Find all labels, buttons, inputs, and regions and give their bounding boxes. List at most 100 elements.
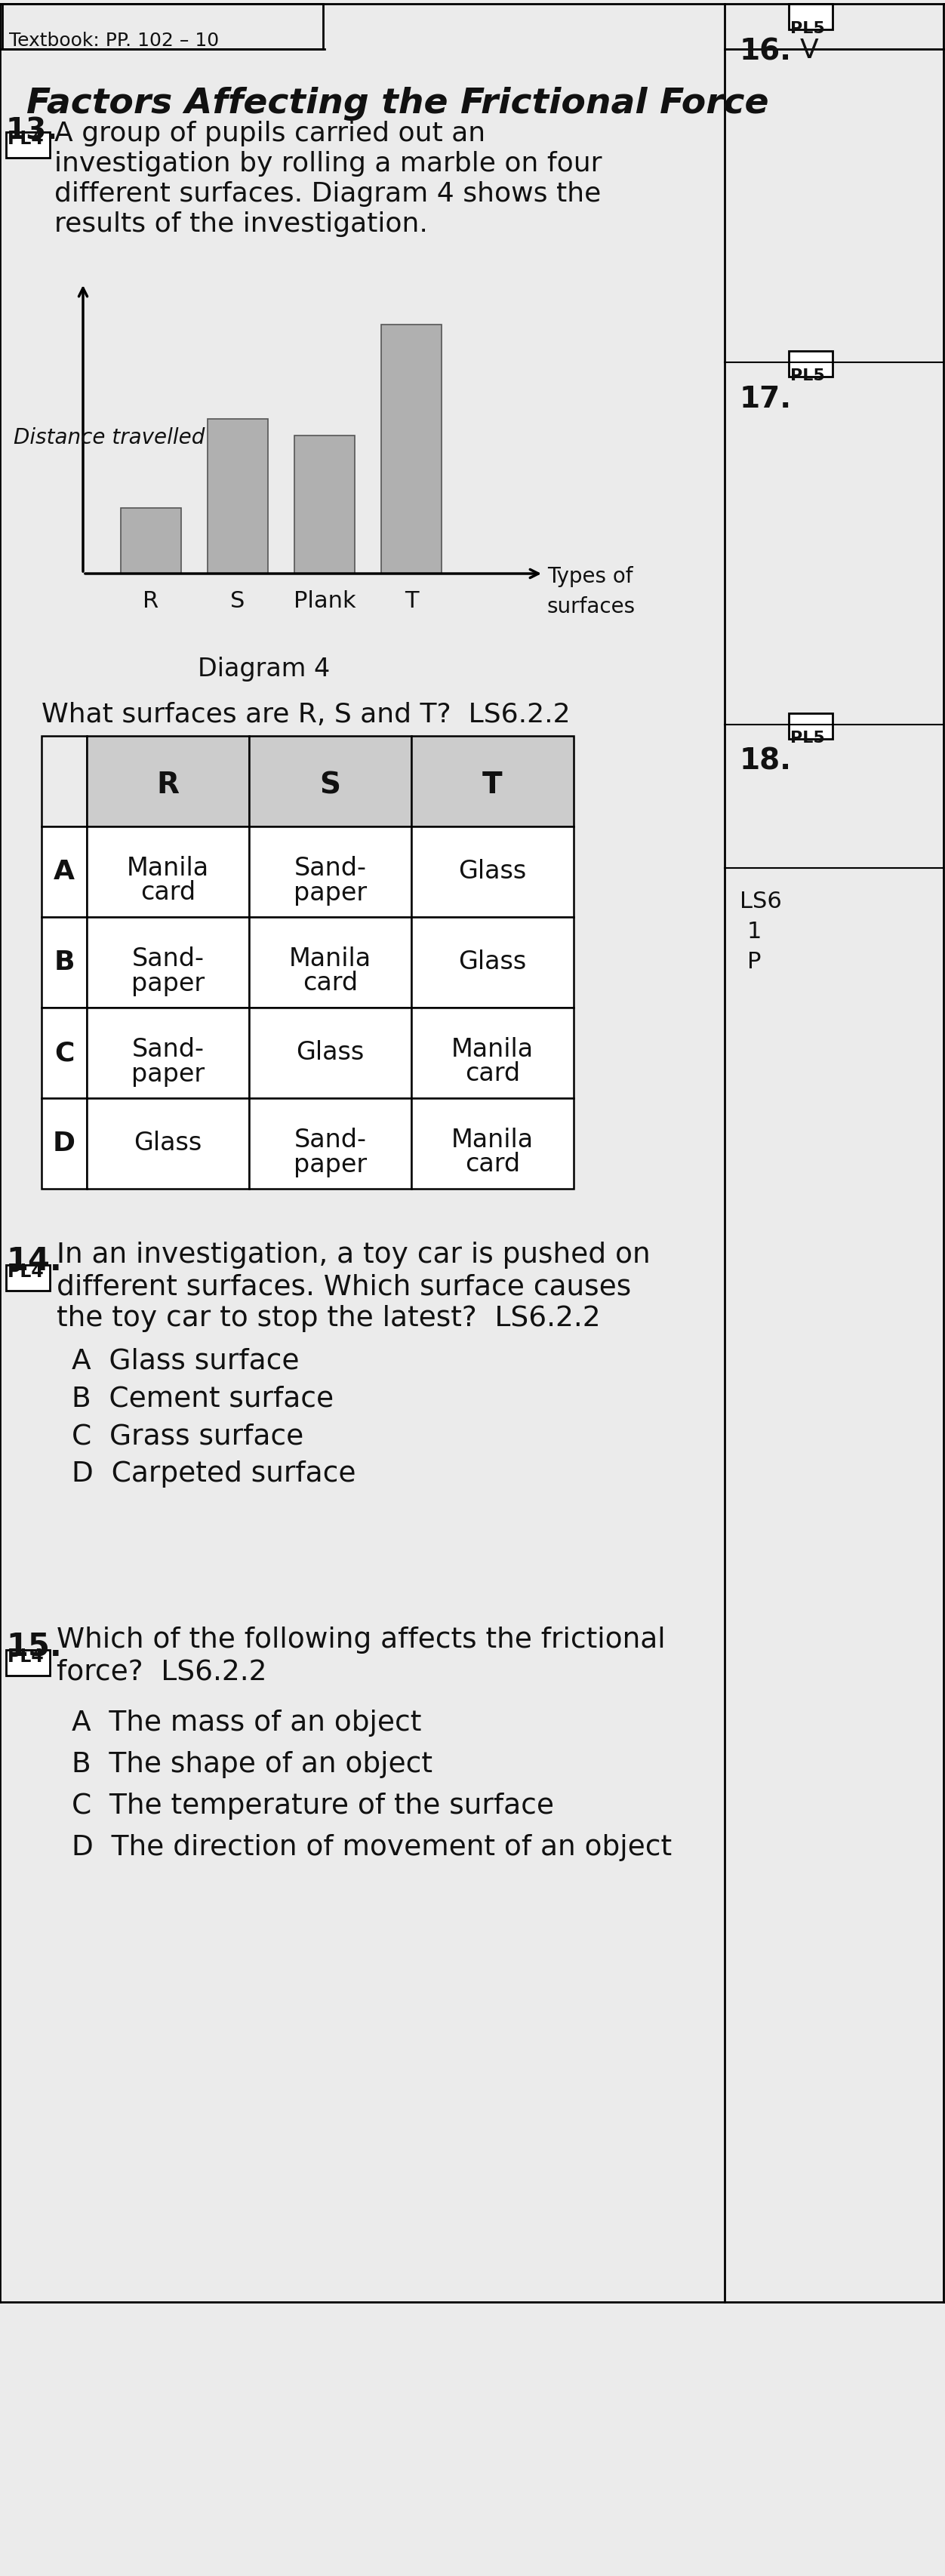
Text: B  The shape of an object: B The shape of an object [72,1752,433,1777]
Bar [42,737,87,827]
Bar [87,1007,249,1097]
Text: paper: paper [294,1151,367,1177]
Text: T: T [404,590,419,613]
Text: results of the investigation.: results of the investigation. [55,211,428,237]
Text: Textbook: PP. 102 – 10: Textbook: PP. 102 – 10 [9,31,219,49]
Text: LS6: LS6 [740,891,782,912]
Text: paper: paper [131,1061,205,1087]
Text: R: R [157,770,180,799]
Bar [87,917,249,1007]
Text: force?  LS6.2.2: force? LS6.2.2 [57,1659,266,1685]
Text: R: R [143,590,159,613]
Text: 15.: 15. [6,1631,61,1662]
Text: A: A [54,858,75,884]
Text: Manila: Manila [127,855,209,881]
Text: different surfaces. Which surface causes: different surfaces. Which surface causes [57,1273,631,1301]
Bar [411,1007,574,1097]
Bar [42,827,87,917]
Text: surfaces: surfaces [547,595,636,618]
Bar [6,131,50,157]
Text: Factors Affecting the Frictional Force: Factors Affecting the Frictional Force [26,88,768,121]
Text: D: D [53,1131,76,1157]
Text: Glass: Glass [296,1041,364,1066]
Text: B  Cement surface: B Cement surface [72,1386,334,1412]
Bar [789,714,833,739]
Text: Manila: Manila [289,945,371,971]
Bar [249,1007,411,1097]
Text: S: S [231,590,245,613]
Bar [208,420,268,574]
Text: Manila: Manila [452,1036,534,1061]
Text: D  The direction of movement of an object: D The direction of movement of an object [72,1834,672,1862]
Text: PL4: PL4 [8,1262,44,1280]
Text: Glass: Glass [134,1131,202,1157]
Text: card: card [302,971,358,997]
Bar [42,917,87,1007]
Text: What surfaces are R, S and T?  LS6.2.2: What surfaces are R, S and T? LS6.2.2 [42,701,571,726]
Text: B: B [54,951,75,976]
Bar [6,1265,50,1291]
Text: A  Glass surface: A Glass surface [72,1347,300,1376]
Bar [789,3,833,28]
Text: different surfaces. Diagram 4 shows the: different surfaces. Diagram 4 shows the [55,180,601,206]
Bar [249,1097,411,1188]
Text: V: V [800,39,818,64]
Bar [411,1097,574,1188]
Text: A  The mass of an object: A The mass of an object [72,1710,421,1736]
Bar [249,737,411,827]
Text: 17.: 17. [740,384,792,415]
Bar [249,917,411,1007]
Text: Glass: Glass [458,860,526,884]
Text: P: P [747,951,761,974]
Text: Which of the following affects the frictional: Which of the following affects the frict… [57,1625,665,1654]
Text: card: card [465,1151,520,1177]
Bar [87,827,249,917]
Text: Diagram 4: Diagram 4 [198,657,331,683]
Text: C: C [54,1041,74,1066]
Text: 18.: 18. [740,747,792,775]
Text: card: card [141,881,196,904]
Text: S: S [319,770,341,799]
Bar [411,827,574,917]
Text: Glass: Glass [458,951,526,974]
Bar [42,1007,87,1097]
Bar [87,737,249,827]
Text: Sand-: Sand- [294,1128,367,1151]
Text: paper: paper [294,881,367,904]
Text: Distance travelled: Distance travelled [13,428,205,448]
Text: 13.: 13. [6,116,59,147]
Text: investigation by rolling a marble on four: investigation by rolling a marble on fou… [55,152,602,178]
Text: In an investigation, a toy car is pushed on: In an investigation, a toy car is pushed… [57,1242,650,1270]
Bar [42,1097,87,1188]
Bar [6,1649,50,1674]
Bar [87,1097,249,1188]
Text: Manila: Manila [452,1128,534,1151]
Text: PL5: PL5 [790,368,825,384]
Text: PL5: PL5 [790,732,825,744]
Text: 1: 1 [747,920,762,943]
Text: A group of pupils carried out an: A group of pupils carried out an [55,121,486,147]
Bar [381,325,441,574]
Bar [121,507,181,574]
Text: Sand-: Sand- [131,945,204,971]
Bar [249,827,411,917]
Bar [411,737,574,827]
Bar [411,917,574,1007]
Text: card: card [465,1061,520,1087]
Text: 16.: 16. [740,39,792,67]
Text: the toy car to stop the latest?  LS6.2.2: the toy car to stop the latest? LS6.2.2 [57,1306,600,1332]
Bar [789,350,833,376]
Text: Types of: Types of [547,567,633,587]
Text: PL4: PL4 [8,129,44,147]
Text: PL4: PL4 [8,1649,44,1667]
Bar [295,435,354,574]
Text: C  Grass surface: C Grass surface [72,1422,303,1450]
Text: T: T [483,770,503,799]
Text: D  Carpeted surface: D Carpeted surface [72,1461,356,1486]
Text: 14.: 14. [6,1244,61,1278]
Text: paper: paper [131,971,205,997]
Text: Sand-: Sand- [294,855,367,881]
Text: C  The temperature of the surface: C The temperature of the surface [72,1793,554,1819]
Text: Plank: Plank [293,590,355,613]
Text: PL5: PL5 [790,21,825,36]
